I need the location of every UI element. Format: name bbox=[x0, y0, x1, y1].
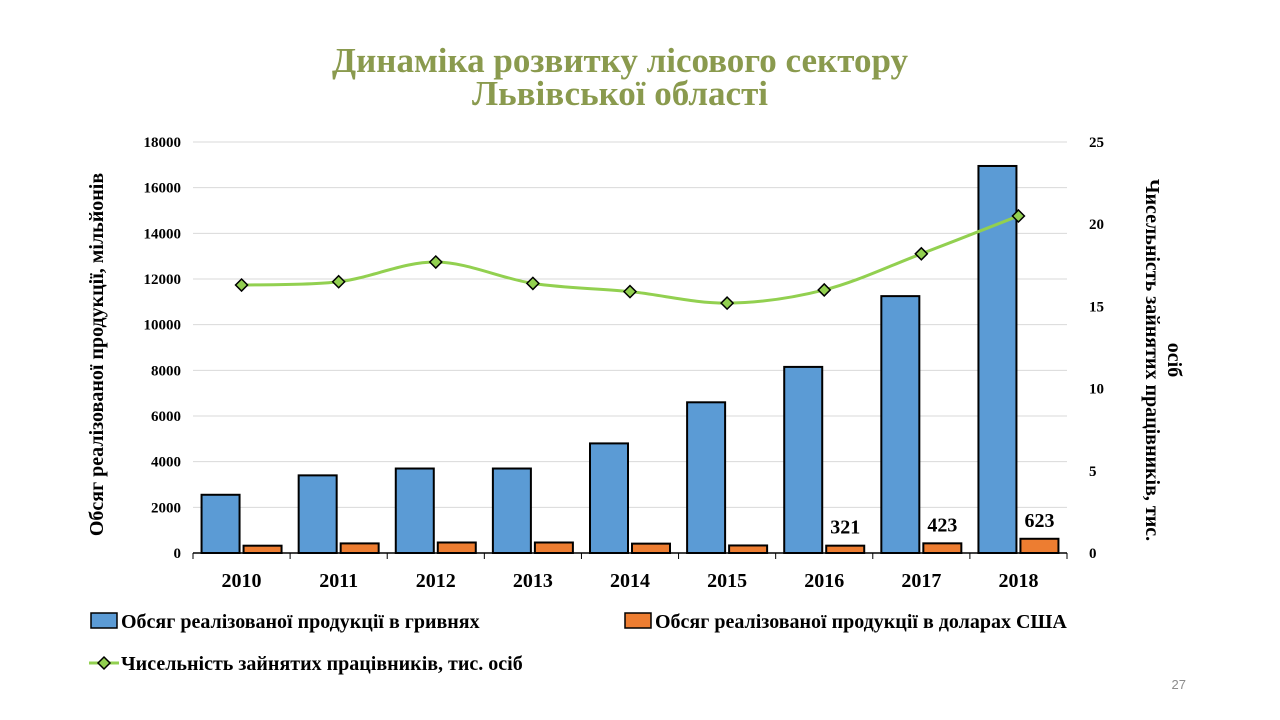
bar-uah bbox=[589, 442, 629, 554]
y2-tick-label: 5 bbox=[1089, 464, 1097, 480]
y2-axis-title-line1: Чисельність зайнятих працівників, тис. bbox=[1141, 179, 1163, 541]
legend-swatch-usd bbox=[624, 612, 652, 629]
y-tick-label: 2000 bbox=[151, 500, 181, 516]
y-tick-label: 14000 bbox=[144, 226, 182, 242]
bar-usd bbox=[436, 541, 477, 554]
x-tick-label: 2015 bbox=[707, 570, 747, 592]
y-tick-label: 4000 bbox=[151, 455, 181, 471]
workers-point bbox=[331, 274, 346, 289]
workers-point bbox=[525, 276, 540, 291]
legend-label-uah: Обсяг реалізованої продукції в гривнях bbox=[121, 611, 480, 633]
y2-tick-label: 20 bbox=[1089, 217, 1104, 233]
y-tick-label: 16000 bbox=[144, 181, 182, 197]
workers-point bbox=[817, 282, 832, 298]
x-tick-label: 2017 bbox=[901, 570, 941, 592]
y2-tick-label: 15 bbox=[1089, 299, 1104, 315]
y-tick-label: 12000 bbox=[144, 272, 182, 288]
bar-uah bbox=[783, 365, 824, 554]
workers-point bbox=[914, 246, 929, 261]
bar-uah bbox=[880, 295, 921, 554]
bar-uah bbox=[394, 467, 435, 554]
slide-title: Динаміка розвитку лісового сектору Львів… bbox=[0, 41, 1240, 113]
bar-usd bbox=[825, 544, 866, 554]
y2-axis-title-line2: осіб bbox=[1163, 343, 1185, 377]
workers-point bbox=[1011, 208, 1026, 224]
bar-uah bbox=[491, 467, 532, 554]
bar-uah bbox=[297, 474, 338, 554]
y2-tick-label: 10 bbox=[1089, 382, 1104, 398]
page-number: 27 bbox=[1171, 677, 1186, 692]
bar-usd bbox=[339, 542, 380, 554]
y-tick-label: 0 bbox=[174, 546, 182, 562]
workers-point bbox=[622, 284, 638, 299]
workers-point bbox=[234, 277, 249, 293]
y-tick-label: 18000 bbox=[144, 135, 182, 151]
x-tick-label: 2010 bbox=[222, 570, 262, 592]
bar-uah bbox=[686, 401, 727, 554]
y2-tick-label: 25 bbox=[1089, 135, 1104, 151]
x-tick-label: 2018 bbox=[998, 570, 1038, 592]
workers-point bbox=[428, 254, 443, 270]
y2-tick-label: 0 bbox=[1089, 546, 1097, 562]
legend-swatch-workers-marker bbox=[96, 655, 112, 671]
bar-usd-data-label: 623 bbox=[1024, 510, 1054, 532]
bar-usd bbox=[728, 544, 769, 555]
bar-uah bbox=[200, 493, 241, 554]
legend-swatch-uah bbox=[90, 612, 118, 629]
bar-usd-data-label: 423 bbox=[927, 514, 957, 536]
x-tick-label: 2016 bbox=[804, 570, 844, 592]
x-tick-label: 2014 bbox=[610, 570, 650, 592]
y-tick-label: 8000 bbox=[151, 363, 181, 379]
x-tick-label: 2012 bbox=[416, 570, 456, 592]
bar-usd bbox=[1019, 537, 1060, 555]
title-line-1: Динаміка розвитку лісового сектору bbox=[332, 41, 908, 80]
y-tick-label: 10000 bbox=[144, 318, 182, 334]
bar-usd bbox=[922, 542, 963, 554]
y-axis-title: Обсяг реалізованої продукції, мільйонів bbox=[86, 173, 108, 537]
bar-usd bbox=[533, 541, 574, 554]
x-tick-label: 2011 bbox=[319, 570, 358, 592]
legend-label-workers: Чисельність зайнятих працівників, тис. о… bbox=[121, 653, 523, 675]
bar-usd-data-label: 321 bbox=[830, 517, 860, 539]
y-tick-label: 6000 bbox=[151, 409, 181, 425]
bar-usd bbox=[242, 544, 283, 555]
bar-usd bbox=[631, 542, 671, 554]
legend-label-usd: Обсяг реалізованої продукції в доларах С… bbox=[655, 611, 1067, 633]
workers-point bbox=[720, 296, 735, 311]
title-line-2: Львівської області bbox=[472, 74, 768, 113]
x-tick-label: 2013 bbox=[513, 570, 553, 592]
